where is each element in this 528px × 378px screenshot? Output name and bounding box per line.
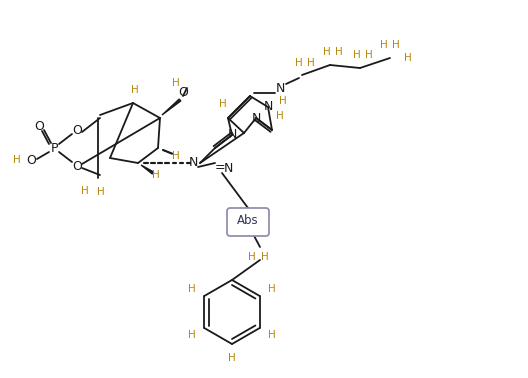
Text: H: H xyxy=(335,47,343,57)
FancyBboxPatch shape xyxy=(227,208,269,236)
Text: N: N xyxy=(275,82,285,94)
Text: H: H xyxy=(261,252,269,262)
Text: N: N xyxy=(223,161,233,175)
Text: H: H xyxy=(380,40,388,50)
Text: H: H xyxy=(81,186,89,196)
Polygon shape xyxy=(162,99,181,115)
Text: H: H xyxy=(219,99,227,109)
Text: H: H xyxy=(13,155,21,165)
Text: O: O xyxy=(26,153,36,166)
Text: H: H xyxy=(365,50,373,60)
Text: H: H xyxy=(276,111,284,121)
Text: N: N xyxy=(263,101,272,113)
Text: O: O xyxy=(72,124,82,136)
Text: =: = xyxy=(215,161,225,175)
Text: N: N xyxy=(251,112,261,124)
Text: H: H xyxy=(392,40,400,50)
Text: H: H xyxy=(323,47,331,57)
Text: O: O xyxy=(178,87,188,99)
Text: H: H xyxy=(404,53,412,63)
Text: H: H xyxy=(295,58,303,68)
Text: H: H xyxy=(228,353,236,363)
Text: H: H xyxy=(188,330,196,340)
Polygon shape xyxy=(141,165,154,174)
Text: N: N xyxy=(228,127,237,141)
Text: P: P xyxy=(51,141,59,155)
Text: H: H xyxy=(172,151,180,161)
Text: H: H xyxy=(172,78,180,88)
Text: N: N xyxy=(188,156,197,169)
Text: H: H xyxy=(248,252,256,262)
Text: O: O xyxy=(72,160,82,172)
Text: Abs: Abs xyxy=(237,214,259,226)
Text: H: H xyxy=(268,330,276,340)
Text: H: H xyxy=(279,96,287,106)
Text: H: H xyxy=(188,284,196,294)
Text: H: H xyxy=(307,58,315,68)
Text: H: H xyxy=(268,284,276,294)
Text: H: H xyxy=(97,187,105,197)
Text: H: H xyxy=(353,50,361,60)
Text: H: H xyxy=(152,170,160,180)
Text: O: O xyxy=(34,119,44,133)
Text: H: H xyxy=(131,85,139,95)
